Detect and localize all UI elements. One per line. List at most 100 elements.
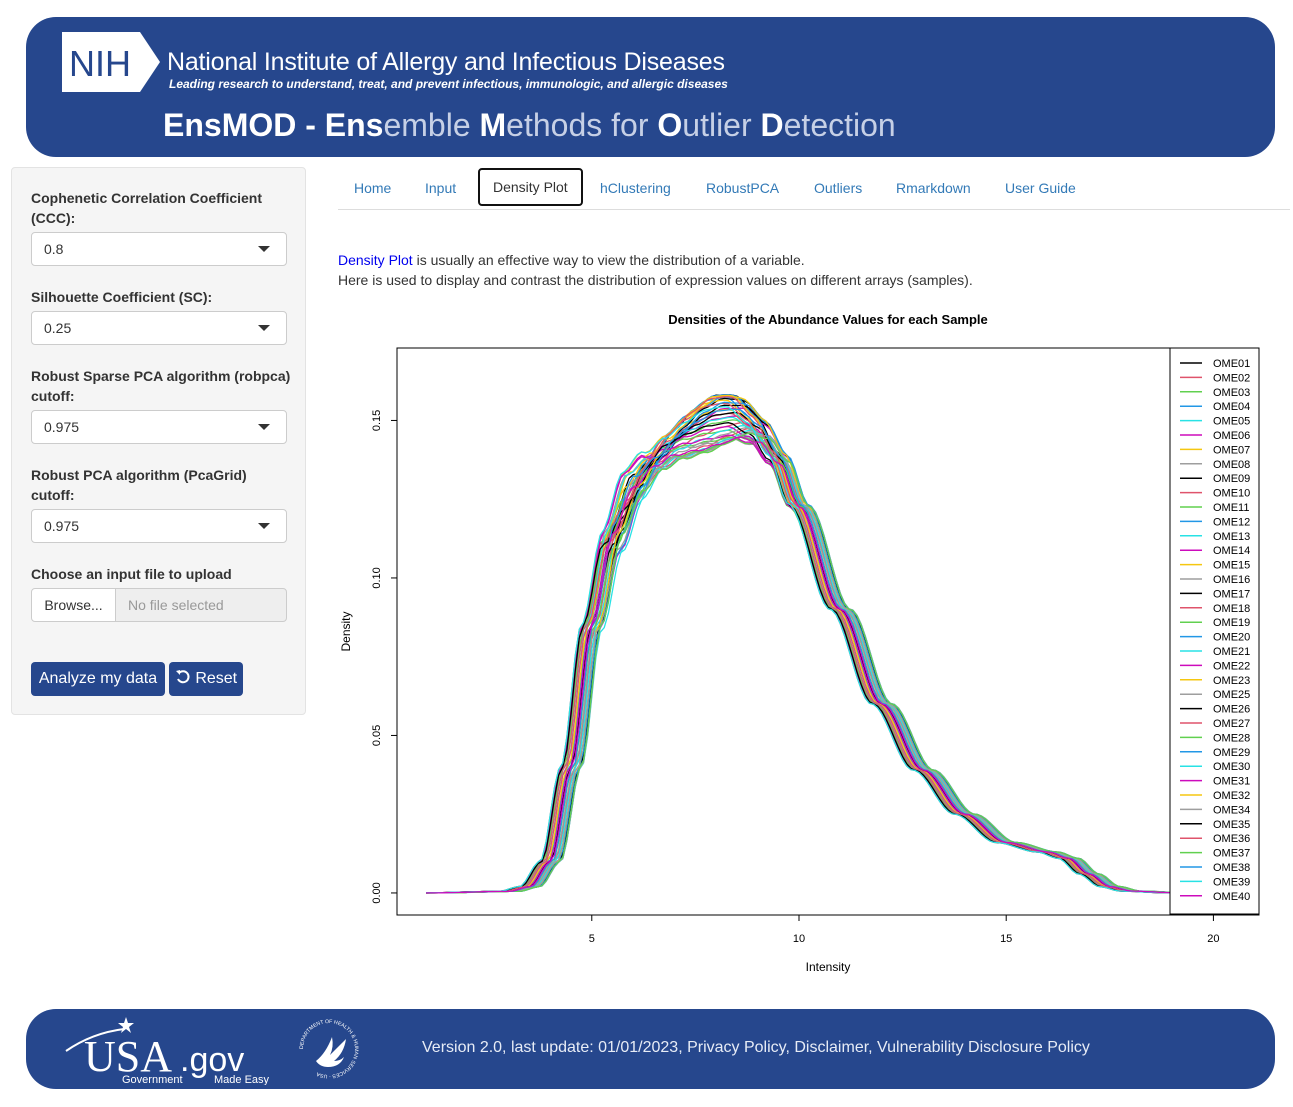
undo-icon [175,670,190,684]
density-curve [425,396,1210,894]
legend-entry: OME36 [1213,833,1250,845]
legend-entry: OME32 [1213,790,1250,802]
swoosh-icon [65,1028,125,1052]
legend-box [1169,347,1260,915]
sidebar-panel: Cophenetic Correlation Coefficient (CCC)… [11,167,306,715]
density-curve [426,412,1210,894]
y-tick-label: 0.00 [371,882,383,903]
legend-entry: OME08 [1213,459,1250,471]
legend-entry: OME26 [1213,704,1250,716]
density-curve [426,407,1210,894]
tab-user-guide[interactable]: User Guide [1005,180,1076,196]
app-title-part: M [479,107,507,143]
eagle-icon [316,1037,346,1067]
density-plot-link[interactable]: Density Plot [338,252,413,268]
legend-entry: OME30 [1213,761,1250,773]
legend-entry: OME37 [1213,848,1250,860]
nih-logo-text: NIH [69,43,131,84]
legend-entry: OME14 [1213,545,1250,557]
legend-entry: OME25 [1213,689,1250,701]
app-title-part: ethods for [506,107,658,143]
legend-entry: OME35 [1213,819,1250,831]
chevron-down-icon [258,523,270,529]
legend-entry: OME11 [1213,502,1249,514]
sc-select[interactable]: 0.25 [31,311,287,345]
usa-gov-logo[interactable]: USA .gov Government Made Easy [62,1015,282,1085]
pcagrid-select[interactable]: 0.975 [31,509,287,543]
x-tick-label: 10 [793,933,805,945]
plot-frame [396,347,1260,916]
y-tick-label: 0.15 [371,410,383,431]
density-curves [425,394,1210,894]
density-curve [426,394,1210,894]
usa-logo-main: USA [84,1032,172,1081]
tab-density-plot[interactable]: Density Plot [478,168,583,206]
legend-entry: OME04 [1213,401,1250,413]
main-tabs: Home Input Density Plot hClustering Robu… [338,168,1290,210]
description-line1: is usually an effective way to view the … [412,252,805,268]
app-title-part: utlier [682,107,761,143]
legend-entry: OME31 [1213,776,1250,788]
legend-entry: OME13 [1213,531,1250,543]
density-plot-chart: Densities of the Abundance Values for ea… [339,312,1260,974]
browse-button[interactable]: Browse... [31,588,116,622]
site-header: NIH National Institute of Allergy and In… [26,17,1275,157]
file-name-field[interactable]: No file selected [115,588,287,622]
legend-entry: OME19 [1213,617,1250,629]
usa-logo-sub1: Government [122,1074,183,1085]
tab-home[interactable]: Home [354,180,392,196]
app-title: EnsMOD - Ensemble Methods for Outlier De… [163,107,896,144]
density-curve [426,434,1210,894]
tab-input[interactable]: Input [425,180,457,196]
institute-tagline: Leading research to understand, treat, a… [169,77,728,91]
hhs-logo[interactable]: DEPARTMENT OF HEALTH & HUMAN SERVICES · … [296,1017,362,1081]
tab-robustpca[interactable]: RobustPCA [706,180,780,196]
y-axis-label: Density [339,611,353,651]
chevron-down-icon [258,246,270,252]
tab-hclustering[interactable]: hClustering [600,180,671,196]
file-upload: Browse... No file selected [31,588,287,622]
legend-entry: OME12 [1213,516,1250,528]
legend-entry: OME01 [1213,358,1250,370]
density-curve [425,399,1210,894]
ccc-select[interactable]: 0.8 [31,232,287,266]
density-curve [426,436,1210,894]
y-tick-label: 0.10 [371,567,383,588]
legend-entry: OME17 [1213,588,1250,600]
institute-name[interactable]: National Institute of Allergy and Infect… [167,48,725,76]
app-title-part: EnsMOD - Ens [163,107,384,143]
x-tick-label: 5 [589,933,595,945]
star-icon [118,1017,134,1033]
density-curve [425,422,1210,894]
legend-entry: OME23 [1213,675,1250,687]
density-curve [426,432,1210,894]
density-curve [426,431,1210,894]
tab-rmarkdown[interactable]: Rmarkdown [896,180,971,196]
description-line2: Here is used to display and contrast the… [338,272,973,288]
robpca-select[interactable]: 0.975 [31,410,287,444]
analyze-button[interactable]: Analyze my data [31,662,165,696]
density-curve [425,436,1210,894]
legend-entry: OME21 [1213,646,1250,658]
density-curve [426,427,1210,894]
density-curve [426,401,1210,894]
density-curve [426,434,1210,894]
legend-entry: OME20 [1213,632,1250,644]
density-curve [426,394,1210,894]
density-curve [426,416,1210,894]
x-tick-label: 20 [1207,933,1219,945]
reset-button[interactable]: Reset [169,662,243,696]
density-curve [425,436,1210,894]
density-curve [426,419,1210,894]
density-curve [426,408,1210,894]
density-curve [426,396,1210,894]
legend-entry: OME34 [1213,804,1250,816]
legend-entry: OME07 [1213,444,1250,456]
nih-logo[interactable]: NIH [62,32,160,92]
density-curve [425,436,1210,894]
chevron-down-icon [258,424,270,430]
density-curve [425,411,1210,894]
legend-entry: OME15 [1213,560,1250,572]
density-curve [426,394,1210,894]
tab-outliers[interactable]: Outliers [814,180,863,196]
